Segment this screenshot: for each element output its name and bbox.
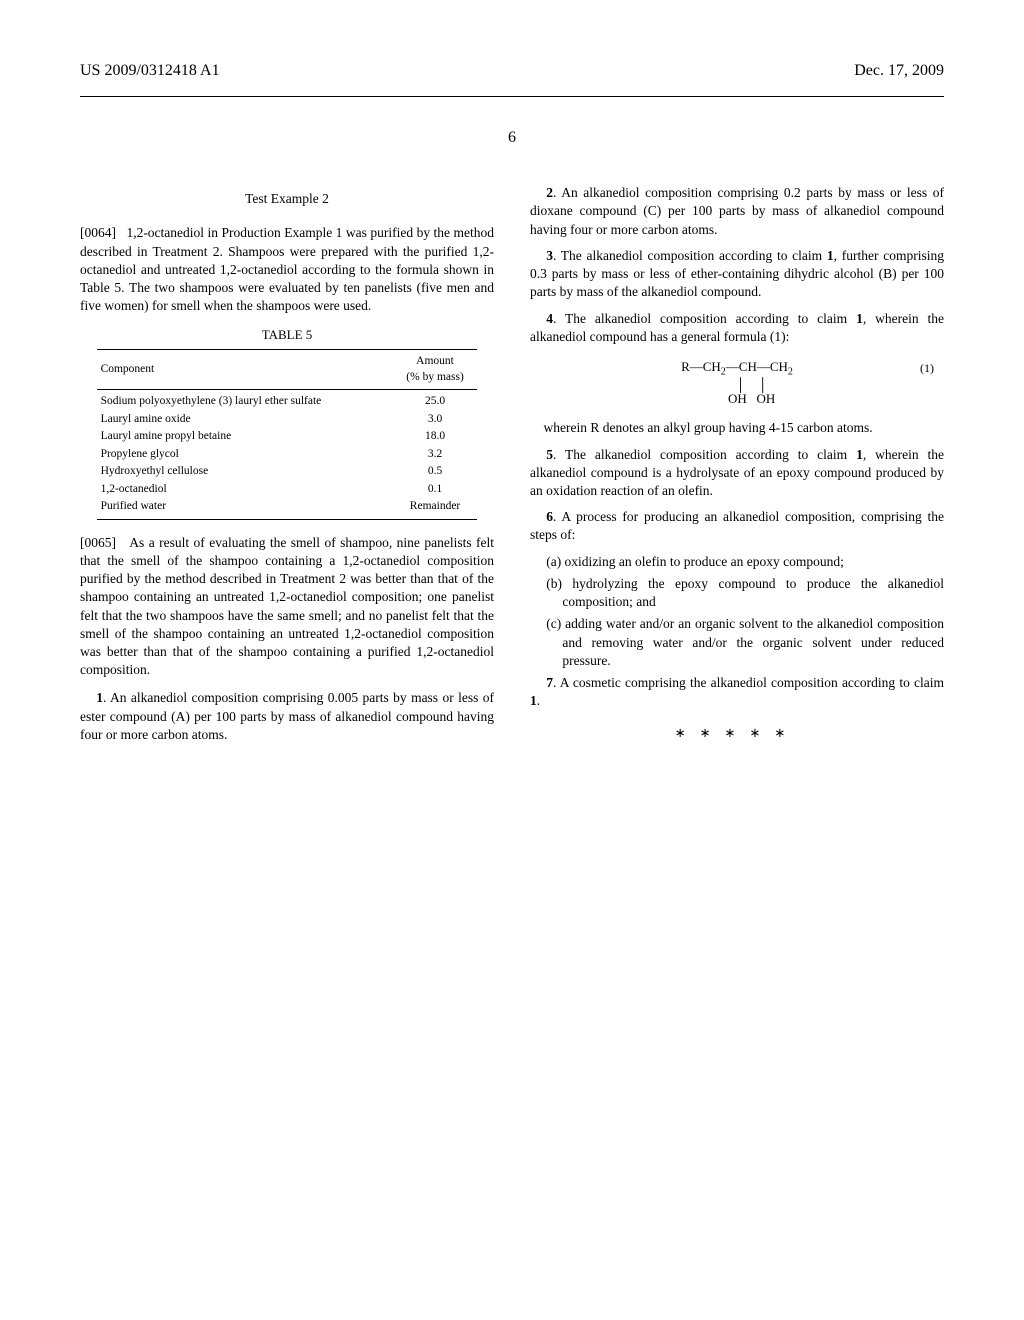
para-text-0065: As a result of evaluating the smell of s…: [80, 535, 494, 678]
table-5-caption: TABLE 5: [80, 326, 494, 344]
paragraph-0064: [0064] 1,2-octanediol in Production Exam…: [80, 224, 494, 315]
claim-number-5: 5: [546, 447, 553, 462]
claim-4-ref: 1: [856, 311, 863, 326]
col2-l1: Amount: [416, 355, 454, 367]
claim-5-ref: 1: [856, 447, 863, 462]
cell: Hydroxyethyl cellulose: [97, 463, 393, 481]
claim-text-3a: . The alkanediol composition according t…: [553, 248, 827, 263]
cell: Remainder: [393, 498, 478, 519]
table-row: Purified waterRemainder: [97, 498, 478, 519]
cell: Sodium polyoxyethylene (3) lauryl ether …: [97, 390, 393, 411]
cell: 0.1: [393, 481, 478, 499]
para-text-0064: 1,2-octanediol in Production Example 1 w…: [80, 225, 494, 313]
table-row: Sodium polyoxyethylene (3) lauryl ether …: [97, 390, 478, 411]
cell: Lauryl amine oxide: [97, 411, 393, 429]
table-row: Lauryl amine propyl betaine18.0: [97, 428, 478, 446]
cell: 3.0: [393, 411, 478, 429]
claim-5: 5. The alkanediol composition according …: [530, 446, 944, 501]
para-number-0064: [0064]: [80, 225, 116, 240]
claim-6-step-c: (c) adding water and/or an organic solve…: [530, 615, 944, 670]
claim-text-7b: .: [537, 693, 540, 708]
cell: Propylene glycol: [97, 446, 393, 464]
cell: 18.0: [393, 428, 478, 446]
cell: 25.0: [393, 390, 478, 411]
cell: Lauryl amine propyl betaine: [97, 428, 393, 446]
formula-1: (1) R—CH2—CH—CH2 │ │ OH OH: [530, 360, 944, 405]
claim-1: 1. An alkanediol composition comprising …: [80, 689, 494, 744]
claim-number-2: 2: [546, 185, 553, 200]
table-row: Propylene glycol3.2: [97, 446, 478, 464]
table-col-component: Component: [97, 350, 393, 390]
table-row: 1,2-octanediol0.1: [97, 481, 478, 499]
claim-3: 3. The alkanediol composition according …: [530, 247, 944, 302]
right-column: 2. An alkanediol composition comprising …: [530, 184, 944, 752]
formula-body: R—CH2—CH—CH2 │ │ OH OH: [681, 360, 793, 405]
claim-text-1: . An alkanediol composition comprising 0…: [80, 690, 494, 741]
claim-number-4: 4: [546, 311, 553, 326]
cell: Purified water: [97, 498, 393, 519]
table-5: Component Amount (% by mass) Sodium poly…: [97, 349, 478, 520]
claim-6: 6. A process for producing an alkanediol…: [530, 508, 944, 544]
claim-text-7a: . A cosmetic comprising the alkanediol c…: [553, 675, 944, 690]
page-header: US 2009/0312418 A1 Dec. 17, 2009: [80, 60, 944, 82]
claim-7: 7. A cosmetic comprising the alkanediol …: [530, 674, 944, 710]
end-stars: ∗∗∗∗∗: [530, 724, 944, 742]
para-number-0065: [0065]: [80, 535, 116, 550]
claim-text-4a: . The alkanediol composition according t…: [553, 311, 856, 326]
table-row: Lauryl amine oxide3.0: [97, 411, 478, 429]
claim-number-6: 6: [546, 509, 553, 524]
col2-l2: (% by mass): [406, 371, 464, 383]
patent-number: US 2009/0312418 A1: [80, 60, 220, 82]
claim-text-5a: . The alkanediol composition according t…: [553, 447, 856, 462]
claim-number-1: 1: [96, 690, 103, 705]
claim-number-7: 7: [546, 675, 553, 690]
claim-2: 2. An alkanediol composition comprising …: [530, 184, 944, 239]
left-column: Test Example 2 [0064] 1,2-octanediol in …: [80, 184, 494, 752]
claim-text-2: . An alkanediol composition comprising 0…: [530, 185, 944, 236]
claim-6-step-a: (a) oxidizing an olefin to produce an ep…: [530, 553, 944, 571]
claim-7-ref: 1: [530, 693, 537, 708]
formula-number: (1): [920, 360, 934, 376]
claim-3-ref: 1: [827, 248, 834, 263]
cell: 1,2-octanediol: [97, 481, 393, 499]
claim-6-step-b: (b) hydrolyzing the epoxy compound to pr…: [530, 575, 944, 611]
cell: 0.5: [393, 463, 478, 481]
page-number: 6: [80, 127, 944, 149]
cell: 3.2: [393, 446, 478, 464]
table-row: Hydroxyethyl cellulose0.5: [97, 463, 478, 481]
content-columns: Test Example 2 [0064] 1,2-octanediol in …: [80, 184, 944, 752]
claim-number-3: 3: [546, 248, 553, 263]
claim-4-wherein: wherein R denotes an alkyl group having …: [530, 419, 944, 437]
test-example-heading: Test Example 2: [80, 190, 494, 208]
claim-4: 4. The alkanediol composition according …: [530, 310, 944, 346]
paragraph-0065: [0065] As a result of evaluating the sme…: [80, 534, 494, 680]
publication-date: Dec. 17, 2009: [854, 60, 944, 82]
header-rule: [80, 96, 944, 97]
claim-6-intro: . A process for producing an alkanediol …: [530, 509, 944, 542]
table-col-amount: Amount (% by mass): [393, 350, 478, 390]
